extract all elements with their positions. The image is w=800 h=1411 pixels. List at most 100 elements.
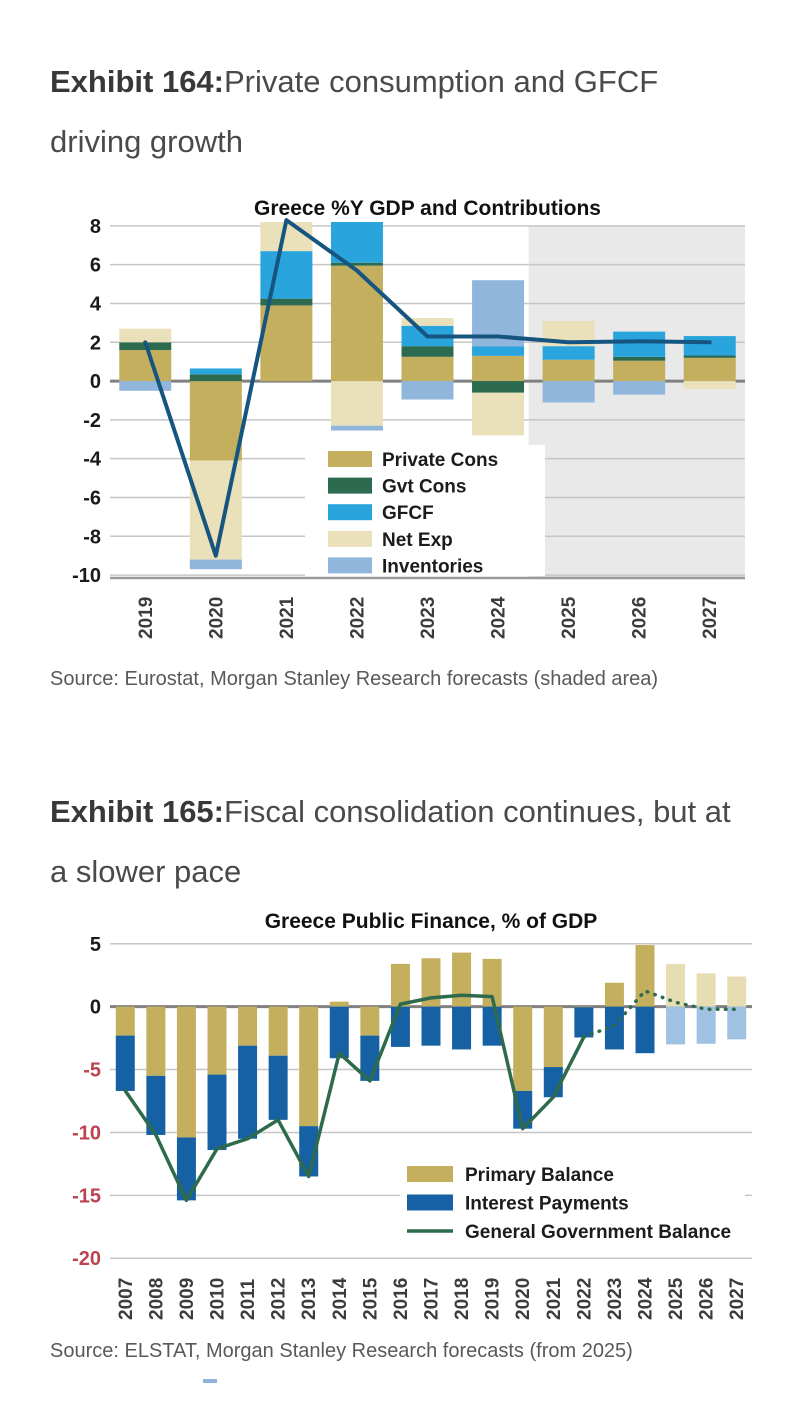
svg-text:2019: 2019 bbox=[136, 597, 157, 639]
bar-segment bbox=[299, 1006, 319, 1127]
bar-segment bbox=[329, 1006, 349, 1059]
svg-text:2007: 2007 bbox=[116, 1278, 137, 1320]
chart-title: Greece Public Finance, % of GDP bbox=[265, 910, 598, 933]
bar-segment bbox=[119, 328, 172, 343]
bar-segment bbox=[683, 355, 736, 358]
bar-segment bbox=[574, 1006, 594, 1008]
svg-text:2027: 2027 bbox=[727, 1278, 748, 1320]
svg-text:-6: -6 bbox=[83, 487, 101, 509]
svg-text:4: 4 bbox=[90, 293, 102, 315]
svg-text:2025: 2025 bbox=[559, 596, 580, 639]
svg-text:2011: 2011 bbox=[238, 1278, 259, 1320]
bar-segment bbox=[696, 973, 716, 1007]
svg-text:-8: -8 bbox=[83, 526, 101, 548]
svg-text:2010: 2010 bbox=[208, 1278, 229, 1320]
bar-segment bbox=[260, 298, 313, 306]
legend-label: Primary Balance bbox=[465, 1165, 614, 1186]
bar-segment bbox=[390, 1006, 410, 1047]
legend-label: General Government Balance bbox=[465, 1222, 731, 1243]
bar-segment bbox=[727, 1006, 747, 1040]
bar-segment bbox=[542, 381, 595, 403]
svg-text:6: 6 bbox=[90, 255, 101, 277]
bar-segment bbox=[401, 356, 454, 382]
svg-text:-10: -10 bbox=[72, 1122, 101, 1144]
svg-text:-15: -15 bbox=[72, 1185, 101, 1207]
legend-label: Inventories bbox=[382, 556, 483, 577]
bar-segment bbox=[421, 958, 441, 1007]
svg-text:2: 2 bbox=[90, 332, 101, 354]
bar-segment bbox=[329, 1001, 349, 1007]
svg-text:2020: 2020 bbox=[206, 597, 227, 639]
svg-text:2008: 2008 bbox=[146, 1278, 167, 1320]
bar-segment bbox=[260, 305, 313, 382]
svg-text:0: 0 bbox=[90, 371, 101, 393]
bar-segment bbox=[115, 1006, 135, 1036]
legend: Primary Balance Interest Payments General … bbox=[400, 1138, 745, 1252]
bar-segment bbox=[472, 346, 525, 356]
bar-segment bbox=[513, 1090, 533, 1129]
legend-swatch bbox=[328, 451, 372, 467]
legend-swatch bbox=[328, 530, 372, 547]
bar-segment bbox=[666, 963, 686, 1007]
bar-segment bbox=[115, 1035, 135, 1091]
bar-segment bbox=[696, 1006, 716, 1044]
line-series bbox=[143, 218, 712, 558]
legend-swatch bbox=[407, 1166, 453, 1182]
bar-segment bbox=[330, 262, 383, 266]
svg-text:2019: 2019 bbox=[483, 1278, 504, 1320]
bar-segment bbox=[189, 559, 242, 570]
public-finance-chart: Primary Balance Interest Payments General … bbox=[72, 910, 752, 1320]
bar-segment bbox=[613, 356, 666, 361]
exhibit-165-heading: Exhibit 165:Fiscal consolidation continu… bbox=[50, 782, 750, 902]
svg-text:2017: 2017 bbox=[422, 1278, 443, 1320]
bar-segment bbox=[189, 368, 242, 375]
bar-segment bbox=[146, 1075, 166, 1135]
bar-segment bbox=[330, 265, 383, 382]
exhibit-164-source: Source: Eurostat, Morgan Stanley Researc… bbox=[50, 668, 659, 690]
bar-segment bbox=[268, 1055, 288, 1120]
chart-title: Greece %Y GDP and Contributions bbox=[254, 197, 601, 220]
svg-text:2027: 2027 bbox=[700, 597, 721, 639]
legend-label: GFCF bbox=[382, 503, 434, 524]
bar-segment bbox=[268, 1006, 288, 1056]
bar-segment bbox=[189, 381, 242, 461]
svg-text:2024: 2024 bbox=[636, 1277, 657, 1320]
y-axis-labels: 8 6 4 2 0 -2 -4 -6 -8 -10 bbox=[72, 216, 102, 587]
bar-segment bbox=[513, 1006, 533, 1091]
exhibit-165-label: Exhibit 165: bbox=[50, 794, 224, 829]
exhibit-165-source: Source: ELSTAT, Morgan Stanley Research … bbox=[50, 1340, 633, 1362]
bar-segment bbox=[238, 1045, 258, 1139]
exhibit-165-title: Fiscal consolidation continues, but at a… bbox=[50, 794, 731, 889]
svg-text:2024: 2024 bbox=[489, 596, 510, 639]
svg-text:-2: -2 bbox=[83, 410, 101, 432]
bar-segment bbox=[683, 336, 736, 356]
svg-text:5: 5 bbox=[90, 934, 101, 956]
bar-segment bbox=[727, 976, 747, 1007]
bar-segment bbox=[401, 381, 454, 400]
exhibit-164-title: Private consumption and GFCF driving gro… bbox=[50, 64, 659, 159]
bar-segment bbox=[401, 318, 454, 326]
bar-segment bbox=[604, 1006, 624, 1050]
bar-segment bbox=[119, 381, 172, 391]
svg-text:-20: -20 bbox=[72, 1248, 101, 1270]
bar-segment bbox=[683, 357, 736, 382]
svg-text:2025: 2025 bbox=[666, 1277, 687, 1320]
svg-text:-5: -5 bbox=[83, 1060, 101, 1082]
bar-segment bbox=[207, 1006, 227, 1075]
exhibit-164-heading: Exhibit 164:Private consumption and GFCF… bbox=[50, 52, 750, 172]
svg-text:2021: 2021 bbox=[544, 1277, 565, 1320]
svg-text:2015: 2015 bbox=[360, 1277, 381, 1320]
bar-segment bbox=[421, 1006, 441, 1046]
bar-segment bbox=[146, 1006, 166, 1076]
bar-series bbox=[115, 945, 747, 1201]
svg-text:-4: -4 bbox=[83, 449, 102, 471]
bar-segment bbox=[613, 360, 666, 382]
svg-text:2023: 2023 bbox=[418, 597, 439, 639]
svg-text:2026: 2026 bbox=[697, 1278, 718, 1320]
bar-segment bbox=[390, 963, 410, 1007]
bar-segment bbox=[330, 381, 383, 426]
bar-segment bbox=[666, 1006, 686, 1045]
svg-text:2020: 2020 bbox=[513, 1278, 534, 1320]
svg-text:2018: 2018 bbox=[452, 1278, 473, 1320]
